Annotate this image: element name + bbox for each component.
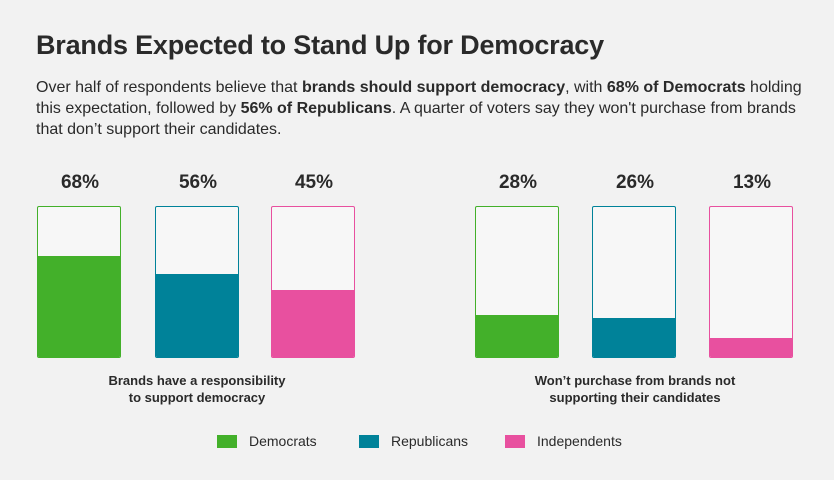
legend-swatch-republicans	[359, 434, 379, 448]
legend-label-independents: Independents	[537, 433, 622, 449]
bar-frame-democrats-wont-purchase	[475, 206, 559, 358]
bar-independents-wont-purchase	[710, 338, 792, 357]
legend-item-democrats: Democrats	[217, 433, 317, 449]
legend-label-republicans: Republicans	[391, 433, 469, 449]
group-label-responsibility: Brands have a responsibility to support …	[108, 373, 286, 405]
value-label-democrats-wont-purchase: 28%	[498, 172, 538, 193]
bar-frame-independents-responsibility	[271, 206, 355, 358]
value-label-republicans-responsibility: 56%	[178, 172, 218, 193]
value-label-democrats-responsibility: 68%	[60, 172, 100, 193]
bar-republicans-responsibility	[156, 274, 238, 357]
value-label-independents-responsibility: 45%	[294, 172, 334, 193]
value-label-independents-wont-purchase: 13%	[732, 172, 772, 193]
bar-frame-democrats-responsibility	[37, 206, 121, 358]
bar-frame-independents-wont-purchase	[709, 206, 793, 358]
legend-item-independents: Independents	[505, 433, 622, 449]
chart-subtitle: Over half of respondents believe that br…	[36, 79, 802, 138]
bar-democrats-responsibility	[38, 256, 120, 357]
legend-label-democrats: Democrats	[249, 433, 317, 449]
value-label-republicans-wont-purchase: 26%	[615, 172, 655, 193]
legend-swatch-democrats	[217, 434, 237, 448]
group-label-wont-purchase: Won’t purchase from brands not supportin…	[534, 373, 736, 405]
bar-democrats-wont-purchase	[476, 315, 558, 357]
bar-frame-republicans-responsibility	[155, 206, 239, 358]
bar-independents-responsibility	[272, 290, 354, 357]
legend-swatch-independents	[505, 434, 525, 448]
bar-frame-republicans-wont-purchase	[592, 206, 676, 358]
chart-title: Brands Expected to Stand Up for Democrac…	[36, 30, 604, 60]
legend-item-republicans: Republicans	[359, 433, 468, 449]
bar-republicans-wont-purchase	[593, 318, 675, 357]
